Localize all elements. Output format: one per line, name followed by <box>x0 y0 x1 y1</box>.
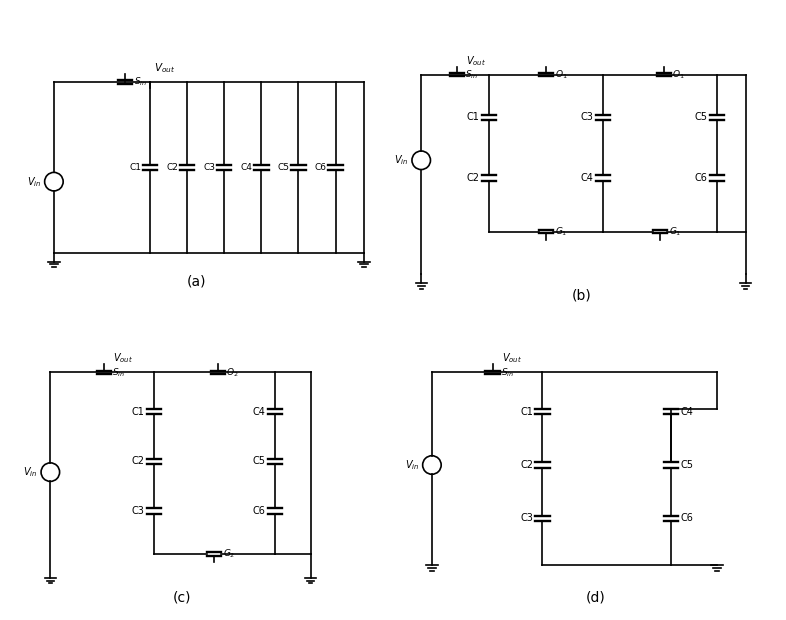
Text: $G_1$: $G_1$ <box>555 225 567 238</box>
Text: (b): (b) <box>571 289 592 303</box>
Text: C1: C1 <box>520 407 533 417</box>
Text: $V_{in}$: $V_{in}$ <box>27 175 41 188</box>
Text: C6: C6 <box>315 163 327 172</box>
Text: $V_{out}$: $V_{out}$ <box>501 352 522 365</box>
Text: C1: C1 <box>130 163 141 172</box>
Text: C4: C4 <box>680 407 693 417</box>
Text: C5: C5 <box>680 460 693 470</box>
Text: $V_{out}$: $V_{out}$ <box>113 352 133 365</box>
Text: C1: C1 <box>467 112 479 123</box>
Text: C3: C3 <box>520 513 533 523</box>
Text: C2: C2 <box>520 460 533 470</box>
Text: (c): (c) <box>173 590 192 604</box>
Text: C2: C2 <box>131 456 145 466</box>
Text: C6: C6 <box>680 513 693 523</box>
Text: $G_1$: $G_1$ <box>669 225 681 238</box>
Text: C4: C4 <box>253 407 266 417</box>
Text: $G_2$: $G_2$ <box>223 548 235 560</box>
Text: C6: C6 <box>253 507 266 516</box>
Text: $S_{in}$: $S_{in}$ <box>112 366 126 379</box>
Text: $S_{in}$: $S_{in}$ <box>465 68 479 81</box>
Text: $V_{out}$: $V_{out}$ <box>466 54 487 68</box>
Text: C4: C4 <box>241 163 253 172</box>
Text: $O_1$: $O_1$ <box>555 68 567 81</box>
Text: C6: C6 <box>695 173 708 183</box>
Text: (a): (a) <box>187 275 206 289</box>
Text: C2: C2 <box>167 163 178 172</box>
Text: C3: C3 <box>581 112 593 123</box>
Text: $V_{in}$: $V_{in}$ <box>23 465 38 479</box>
Text: $O_1$: $O_1$ <box>672 68 685 81</box>
Text: (d): (d) <box>586 590 606 604</box>
Text: $S_{in}$: $S_{in}$ <box>501 366 514 379</box>
Text: $V_{in}$: $V_{in}$ <box>394 153 409 167</box>
Text: $O_2$: $O_2$ <box>226 366 239 379</box>
Text: C3: C3 <box>204 163 215 172</box>
Text: $S_{in}$: $S_{in}$ <box>134 76 147 88</box>
Text: C4: C4 <box>581 173 593 183</box>
Text: C3: C3 <box>131 507 145 516</box>
Text: C5: C5 <box>252 456 266 466</box>
Text: C2: C2 <box>467 173 479 183</box>
Text: C1: C1 <box>131 407 145 417</box>
Text: C5: C5 <box>695 112 708 123</box>
Text: C5: C5 <box>278 163 290 172</box>
Text: $V_{out}$: $V_{out}$ <box>154 61 175 75</box>
Text: $V_{in}$: $V_{in}$ <box>405 458 419 472</box>
